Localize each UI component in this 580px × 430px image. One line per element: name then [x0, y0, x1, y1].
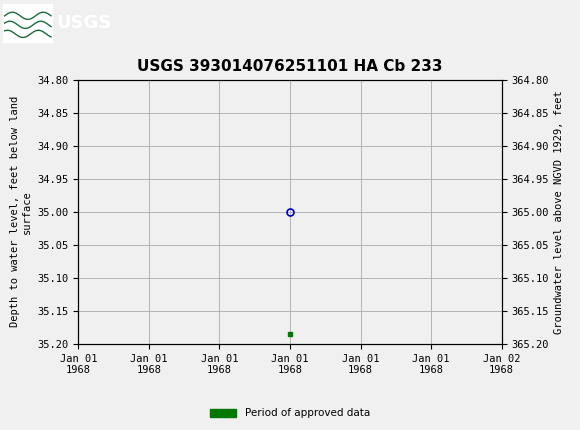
Y-axis label: Depth to water level, feet below land
surface: Depth to water level, feet below land su…	[10, 96, 32, 327]
Bar	[3, 3, 52, 42]
Legend: Period of approved data: Period of approved data	[206, 404, 374, 423]
Y-axis label: Groundwater level above NGVD 1929, feet: Groundwater level above NGVD 1929, feet	[554, 90, 564, 334]
Text: USGS: USGS	[57, 14, 112, 31]
Title: USGS 393014076251101 HA Cb 233: USGS 393014076251101 HA Cb 233	[137, 59, 443, 74]
